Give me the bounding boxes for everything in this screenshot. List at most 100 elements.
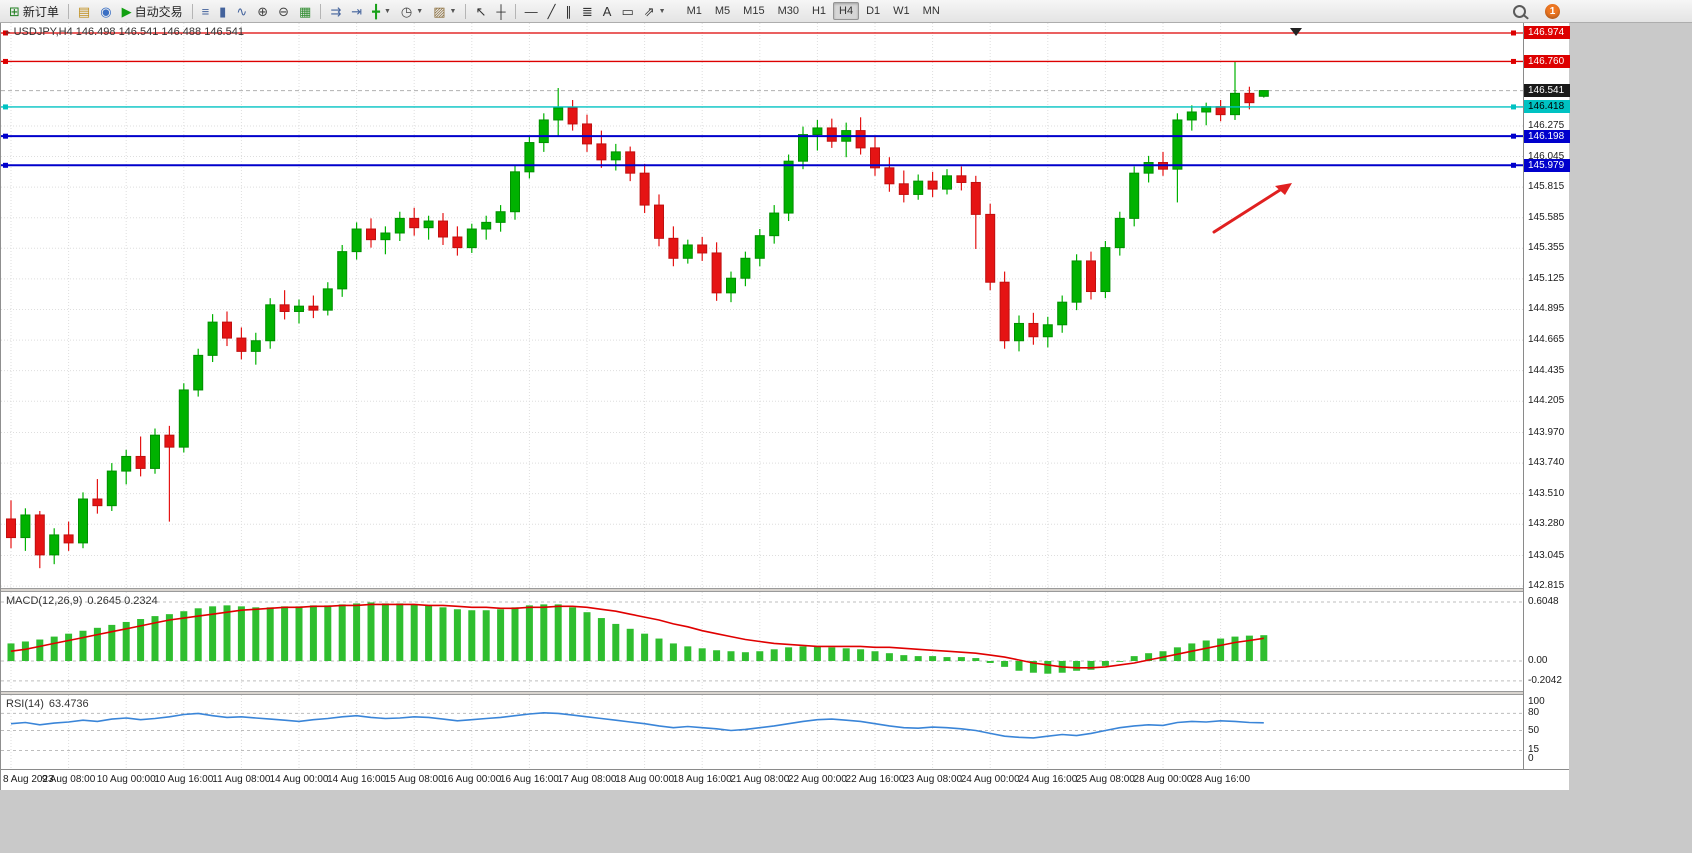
chart-shift-marker-icon[interactable] <box>1290 28 1302 36</box>
price-axis-label: 144.205 <box>1528 395 1565 407</box>
fibonacci-tool-button[interactable]: ≣ <box>577 1 598 22</box>
search-button[interactable] <box>1508 1 1531 22</box>
price-axis-label: 146.275 <box>1528 119 1565 131</box>
indicators-plus-icon: ╋ <box>372 3 380 19</box>
time-axis-label: 16 Aug 16:00 <box>499 774 559 785</box>
new-order-button[interactable]: ⊞ 新订单 <box>4 1 64 22</box>
cursor-button[interactable]: ↖ <box>470 1 491 22</box>
channel-tool-button[interactable]: ∥ <box>560 1 577 22</box>
rsi-axis-label: 100 <box>1528 696 1545 707</box>
periods-button[interactable]: ◷ ▼ <box>396 1 428 22</box>
rsi-axis-label: 15 <box>1528 744 1540 756</box>
price-tag: 146.198 <box>1524 129 1570 143</box>
options-button[interactable]: ◉ <box>95 1 116 22</box>
price-axis-label: 145.815 <box>1528 181 1565 193</box>
hline-tool-button[interactable]: — <box>520 1 543 22</box>
templates-button[interactable]: ▨ ▼ <box>428 1 461 22</box>
price-axis-label: 144.435 <box>1528 364 1565 376</box>
time-axis-label: 25 Aug 08:00 <box>1075 774 1135 785</box>
timeframe-mn-button[interactable]: MN <box>922 5 940 17</box>
time-axis[interactable]: 8 Aug 2023 9 Aug 08:00 10 Aug 00:00 10 Aug … <box>1 769 1569 790</box>
macd-axis-label: -0.2042 <box>1528 674 1562 686</box>
dropdown-caret-icon: ▼ <box>449 7 457 15</box>
timeframe-m5-button[interactable]: M5 <box>714 5 731 17</box>
price-axis-label: 145.585 <box>1528 211 1565 223</box>
chart-shift-button[interactable]: ⇥ <box>346 1 367 22</box>
price-axis[interactable]: 146.275 146.045 145.815 145.585 145.355 145.1… <box>1523 23 1570 769</box>
autotrade-play-icon: ▶ <box>121 3 132 19</box>
equidistant-channel-icon: ∥ <box>565 3 572 19</box>
grid <box>1 695 1523 769</box>
price-tag: 146.760 <box>1524 54 1570 68</box>
line-handle[interactable] <box>3 30 8 36</box>
toolbar-separator <box>191 3 193 19</box>
crosshair-button[interactable]: ┼ <box>491 1 510 22</box>
panel-splitter[interactable] <box>1 588 1569 592</box>
auto-scroll-icon: ⇉ <box>330 3 342 19</box>
panel-splitter[interactable] <box>1 691 1569 695</box>
line-handle[interactable] <box>3 104 8 110</box>
text-tool-button[interactable]: A <box>598 1 617 22</box>
price-axis-label: 144.895 <box>1528 303 1565 315</box>
notification-badge[interactable]: 1 <box>1545 3 1560 19</box>
horizontal-line-object[interactable] <box>1 58 1523 64</box>
text-label-icon: ▭ <box>621 3 634 19</box>
price-axis-label: 144.665 <box>1528 334 1565 346</box>
timeframe-h4-button[interactable]: H4 <box>833 2 860 20</box>
timeframe-d1-button[interactable]: D1 <box>866 5 881 17</box>
bar-chart-button[interactable]: ≡ <box>197 1 215 22</box>
rsi-axis-label: 50 <box>1528 724 1540 736</box>
zoom-in-button[interactable]: ⊕ <box>252 1 273 22</box>
toolbar-buttons: ⊞ 新订单 ▤ ◉ ▶ 自动交易 ≡ ▮ ∿ ⊕ ⊖ ▦ ⇉ ⇥ ╋ ▼ ◷ ▼ ▨ ▼ ↖ ┼ — ╱ ∥ ≣ A ▭ ⇗ ▼ <box>4 1 671 22</box>
auto-scroll-button[interactable]: ⇉ <box>325 1 346 22</box>
time-axis-label: 28 Aug 00:00 <box>1133 774 1193 785</box>
time-axis-label: 16 Aug 00:00 <box>442 774 502 785</box>
trendline-tool-button[interactable]: ╱ <box>543 1 561 22</box>
rsi-plot[interactable]: RSI(14) 63.4736 <box>1 695 1523 769</box>
horizontal-line-object[interactable] <box>1 104 1523 110</box>
line-handle[interactable] <box>1511 133 1516 139</box>
indicators-button[interactable]: ╋ ▼ <box>367 1 396 22</box>
line-handle[interactable] <box>1511 104 1516 110</box>
metaeditor-button[interactable]: ▤ <box>73 1 95 22</box>
arrow-annotation[interactable] <box>1212 183 1292 234</box>
candlestick-chart-button[interactable]: ▮ <box>214 1 231 22</box>
horizontal-line-object[interactable] <box>1 162 1523 168</box>
line-handle[interactable] <box>1511 30 1516 36</box>
line-handle[interactable] <box>3 58 8 64</box>
arrows-tool-button[interactable]: ⇗ ▼ <box>639 1 671 22</box>
arrow-objects-icon: ⇗ <box>643 3 655 19</box>
timeframe-m15-button[interactable]: M15 <box>743 5 765 17</box>
dropdown-caret-icon: ▼ <box>658 7 666 15</box>
main-chart-plot[interactable]: ▸ USDJPY,H4 146.498 146.541 146.488 146.… <box>1 23 1523 588</box>
timeframe-m1-button[interactable]: M1 <box>686 5 702 17</box>
chart-window[interactable]: ▸ USDJPY,H4 146.498 146.541 146.488 146.… <box>0 23 1570 790</box>
line-handle[interactable] <box>3 162 8 168</box>
price-tag: 146.418 <box>1524 100 1570 114</box>
tile-windows-button[interactable]: ▦ <box>294 1 316 22</box>
new-order-icon: ⊞ <box>9 3 20 19</box>
time-axis-label: 10 Aug 16:00 <box>154 774 214 785</box>
toolbar-separator <box>67 3 69 19</box>
zoom-out-button[interactable]: ⊖ <box>273 1 294 22</box>
timeframe-h1-button[interactable]: H1 <box>811 5 827 17</box>
label-tool-button[interactable]: ▭ <box>616 1 638 22</box>
toolbar-separator <box>514 3 516 19</box>
horizontal-line-object[interactable] <box>1 133 1523 139</box>
autotrade-button[interactable]: ▶ 自动交易 <box>117 1 188 22</box>
time-axis-label: 18 Aug 00:00 <box>615 774 675 785</box>
price-axis-label: 146.045 <box>1528 150 1565 162</box>
time-axis-label: 10 Aug 00:00 <box>96 774 156 785</box>
timeframe-w1-button[interactable]: W1 <box>893 5 910 17</box>
time-axis-label: 8 Aug 2023 <box>3 774 54 785</box>
timeframe-m30-button[interactable]: M30 <box>777 5 799 17</box>
macd-plot[interactable]: MACD(12,26,9) 0.2645 0.2324 <box>1 592 1523 691</box>
line-handle[interactable] <box>1511 58 1516 64</box>
line-handle[interactable] <box>3 133 8 139</box>
line-chart-button[interactable]: ∿ <box>231 1 252 22</box>
horizontal-line-object[interactable] <box>1 30 1523 36</box>
candles-layer <box>6 61 1269 569</box>
rsi-axis-label: 80 <box>1528 707 1540 719</box>
rsi-axis-label: 0 <box>1528 753 1534 764</box>
line-handle[interactable] <box>1511 162 1516 168</box>
